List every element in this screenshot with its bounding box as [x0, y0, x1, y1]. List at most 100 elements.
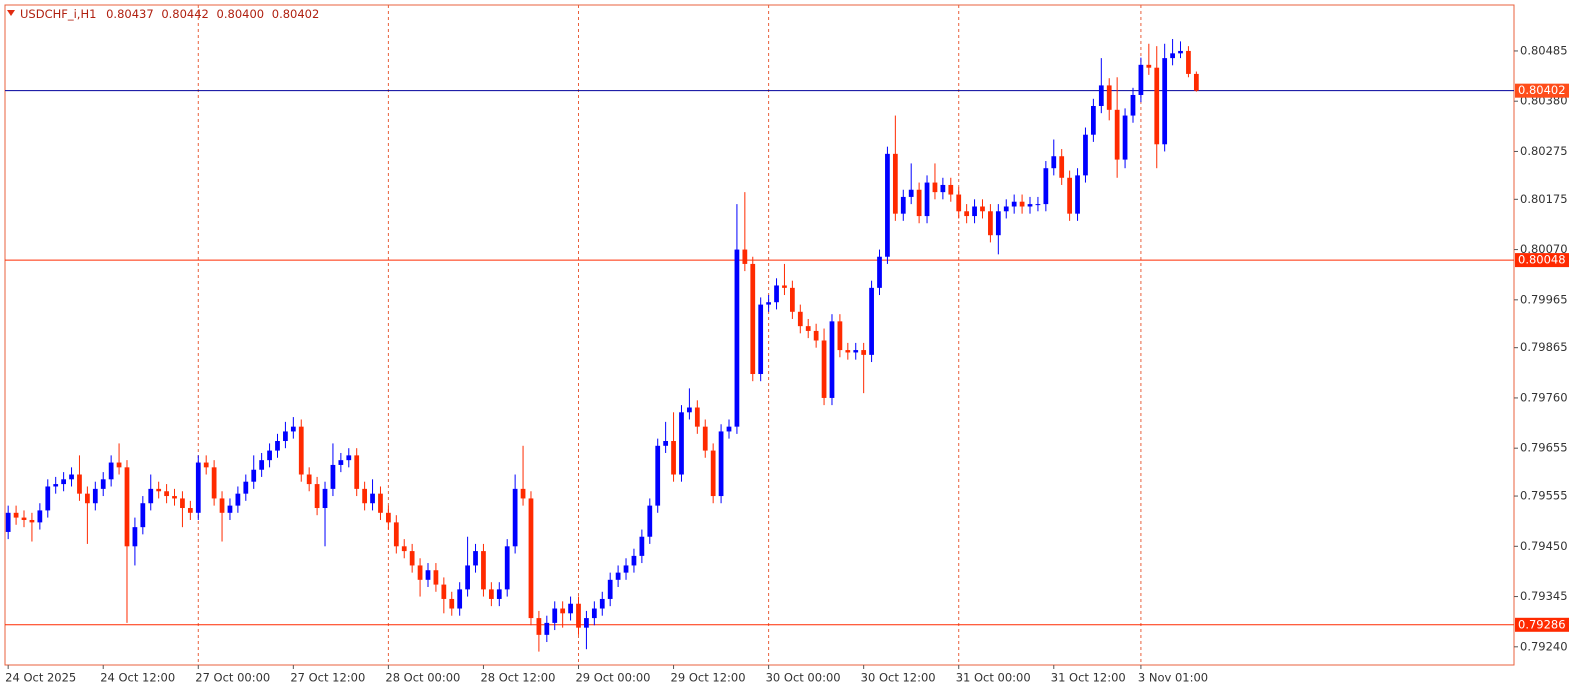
- candle-body: [1075, 175, 1080, 214]
- candle-body: [449, 598, 455, 609]
- candle-body: [441, 584, 447, 599]
- candle-body: [710, 450, 716, 497]
- candle-body: [750, 263, 756, 375]
- level-label-box: [1515, 617, 1569, 632]
- candle-body: [457, 589, 463, 609]
- y-tick-label: 0.79760: [1520, 390, 1568, 404]
- x-tick-label: 24 Oct 2025: [5, 671, 76, 685]
- candle-body: [425, 570, 431, 580]
- y-tick-label: 0.79965: [1520, 292, 1568, 306]
- candle-body: [132, 527, 138, 547]
- x-tick-label: 31 Oct 12:00: [1051, 671, 1126, 685]
- y-tick-label: 0.80275: [1520, 144, 1568, 158]
- candle-body: [164, 491, 169, 497]
- candle-body: [283, 431, 288, 442]
- candle-body: [1051, 156, 1057, 169]
- header-value: 0.80437: [106, 7, 154, 21]
- candle-body: [259, 460, 265, 470]
- candle-body: [679, 412, 684, 475]
- candle-body: [995, 211, 1001, 236]
- candle-body: [100, 479, 106, 489]
- candle-body: [275, 441, 280, 451]
- candle-body: [536, 618, 542, 635]
- y-tick-label: 0.79865: [1520, 340, 1568, 354]
- candle-body: [964, 211, 970, 217]
- candle-body: [322, 488, 328, 509]
- y-tick-label: 0.80070: [1520, 242, 1568, 256]
- y-tick-label: 0.80485: [1520, 43, 1568, 57]
- candle-body: [401, 546, 407, 552]
- candle-body: [235, 493, 241, 506]
- candle-body: [560, 608, 566, 614]
- candle-body: [900, 196, 906, 214]
- plot-frame: [4, 4, 1515, 666]
- candle-body: [61, 479, 66, 485]
- candle-body: [298, 426, 304, 475]
- candle-body: [1059, 156, 1065, 178]
- x-tick-label: 30 Oct 00:00: [766, 671, 841, 685]
- candle-body: [314, 484, 320, 509]
- candle-body: [591, 608, 597, 619]
- candle-body: [813, 330, 819, 341]
- candle-body: [1098, 85, 1104, 106]
- candle-body: [267, 450, 272, 461]
- y-tick-label: 0.79345: [1520, 589, 1568, 603]
- candle-body: [1067, 177, 1072, 214]
- x-tick-label: 30 Oct 12:00: [861, 671, 936, 685]
- candle-body: [1170, 53, 1175, 59]
- candle-body: [370, 493, 375, 504]
- candle-body: [1027, 204, 1033, 207]
- candle-body: [615, 572, 621, 580]
- y-tick-label: 0.79655: [1520, 441, 1568, 455]
- candle-body: [520, 488, 526, 499]
- candle-body: [1193, 73, 1199, 91]
- candle-body: [647, 505, 653, 537]
- candle-body: [639, 536, 645, 556]
- candle-body: [203, 462, 209, 468]
- candle-body: [972, 206, 977, 217]
- menu-triangle[interactable]: [7, 10, 15, 16]
- candle-body: [37, 510, 43, 523]
- candle-body: [481, 551, 486, 590]
- candle-body: [512, 488, 518, 547]
- candle-body: [290, 426, 296, 432]
- candle-body: [805, 326, 811, 331]
- candle-body: [45, 486, 51, 511]
- candle-body: [433, 570, 439, 585]
- candle-body: [1091, 105, 1096, 135]
- x-tick-label: 29 Oct 12:00: [671, 671, 746, 685]
- candle-body: [1186, 50, 1191, 74]
- candle-body: [861, 350, 867, 355]
- candle-body: [219, 498, 225, 513]
- chart-header: USDCHF_i,H1 0.80437 0.80442 0.80400 0.80…: [20, 7, 319, 21]
- candle-body: [488, 589, 494, 599]
- candle-body: [742, 249, 748, 264]
- x-tick-label: 3 Nov 01:00: [1138, 671, 1208, 685]
- candle-body: [1162, 58, 1168, 145]
- candle-body: [1178, 50, 1183, 54]
- candle-body: [393, 522, 399, 547]
- candle-body: [694, 407, 700, 427]
- candle-body: [544, 622, 550, 635]
- candle-body: [330, 464, 336, 489]
- y-tick-label: 0.80175: [1520, 192, 1568, 206]
- candle-body: [845, 350, 851, 353]
- candle-body: [948, 184, 954, 195]
- candle-body: [663, 441, 669, 446]
- candle-body: [552, 608, 558, 623]
- candle-body: [726, 426, 732, 432]
- candle-body: [1019, 201, 1025, 207]
- candle-body: [821, 340, 827, 398]
- candle-body: [758, 304, 764, 375]
- candle-body: [734, 249, 740, 427]
- candle-body: [1130, 94, 1136, 116]
- candle-body: [671, 441, 676, 475]
- candle-body: [980, 206, 985, 212]
- header-value: 0.80442: [161, 7, 209, 21]
- candle-body: [916, 189, 922, 217]
- candle-body: [338, 460, 344, 465]
- candle-body: [85, 493, 90, 504]
